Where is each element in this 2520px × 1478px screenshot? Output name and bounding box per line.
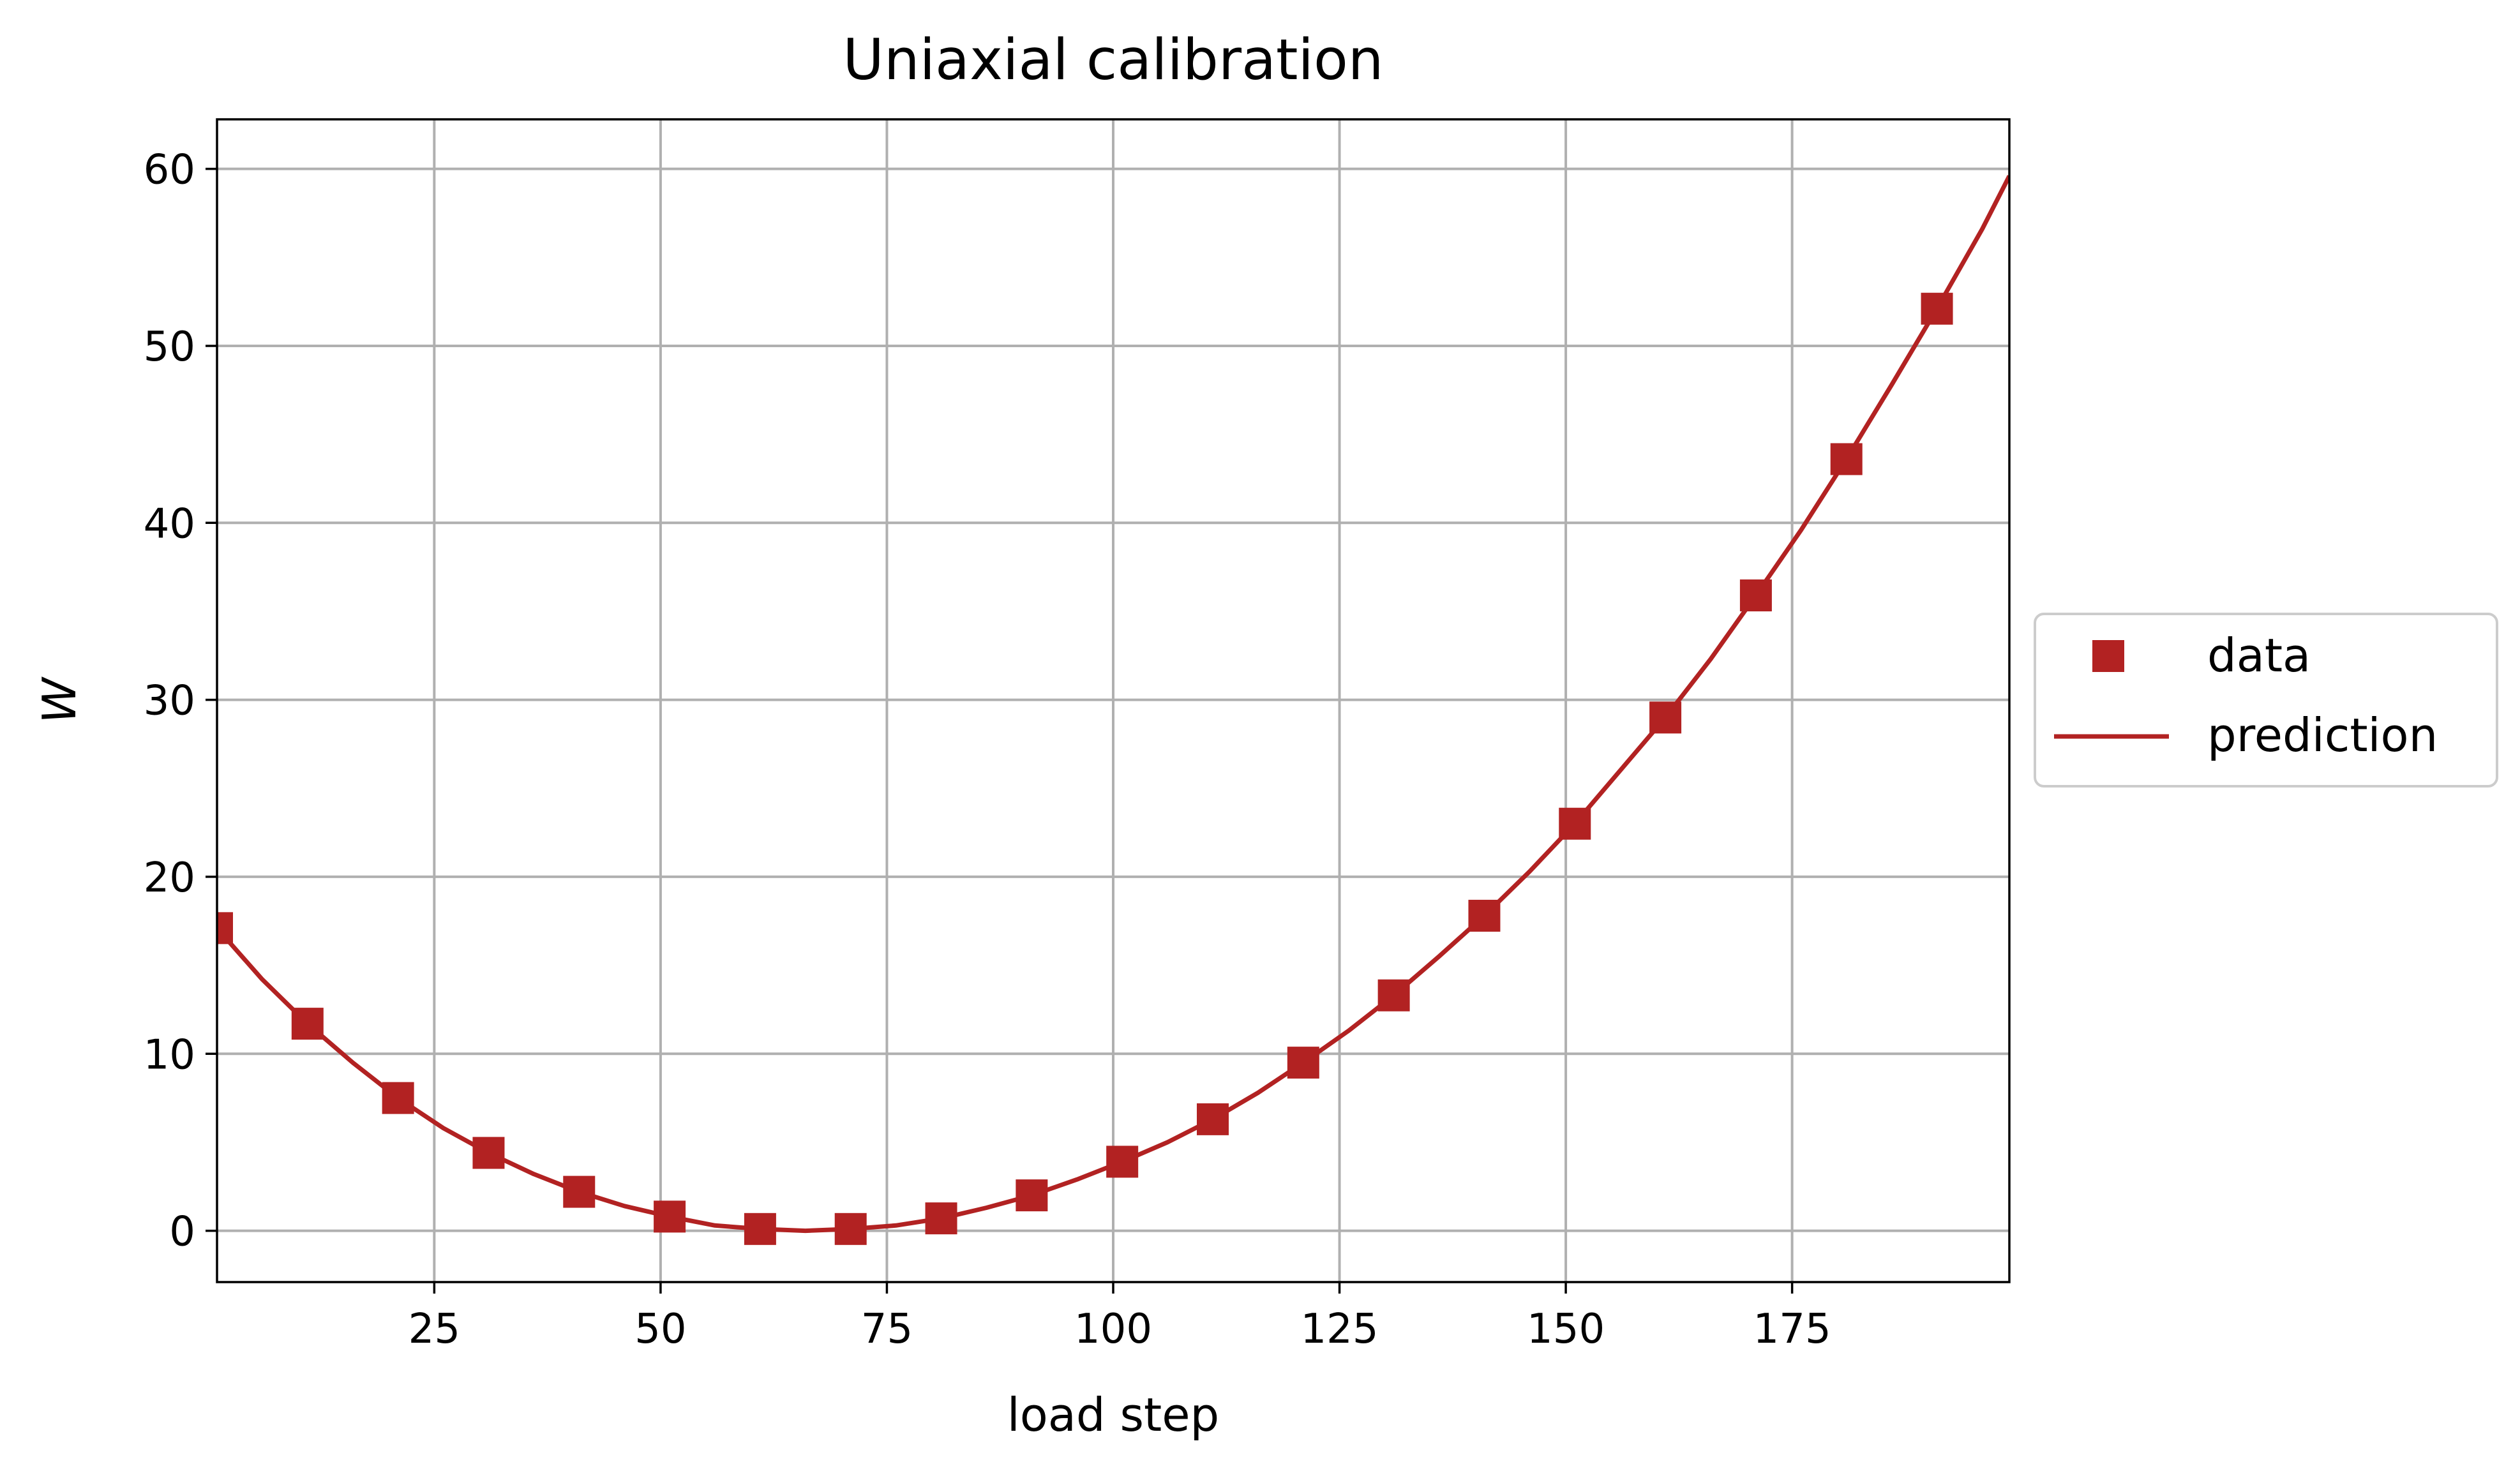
y-tick-label: 20 xyxy=(144,855,195,902)
legend-prediction-label: prediction xyxy=(2207,708,2438,762)
data-point xyxy=(382,1082,414,1114)
y-axis-label: W xyxy=(33,676,86,724)
x-tick-label: 125 xyxy=(1300,1306,1378,1353)
x-tick-label: 175 xyxy=(1753,1306,1831,1353)
data-point xyxy=(472,1137,505,1169)
legend-data-marker xyxy=(2092,640,2124,672)
data-point xyxy=(563,1176,596,1208)
y-tick-label: 30 xyxy=(144,678,195,725)
data-point xyxy=(834,1213,867,1245)
data-point xyxy=(744,1213,776,1245)
y-tick-label: 60 xyxy=(144,147,195,194)
data-point xyxy=(1468,899,1501,932)
x-tick-label: 75 xyxy=(861,1306,913,1353)
grid-layer xyxy=(217,119,2009,1282)
data-point xyxy=(1287,1047,1319,1079)
x-tick-label: 100 xyxy=(1074,1306,1152,1353)
x-axis-label: load step xyxy=(1007,1388,1220,1442)
data-point xyxy=(925,1202,957,1235)
y-tick-label: 10 xyxy=(144,1031,195,1079)
data-point xyxy=(291,1008,324,1040)
x-tick-label: 50 xyxy=(634,1306,686,1353)
data-point xyxy=(1559,807,1591,840)
data-point xyxy=(1106,1146,1139,1178)
tick-layer: 25 50 75 100 125 150 175 0 10 20 30 40 50 60 xyxy=(144,147,1831,1353)
data-point xyxy=(1016,1179,1048,1212)
chart-title: Uniaxial calibration xyxy=(843,27,1383,93)
data-point xyxy=(654,1200,686,1233)
series-layer xyxy=(217,175,2009,1245)
data-point xyxy=(1739,579,1772,611)
data-point xyxy=(1830,443,1863,475)
legend-data-label: data xyxy=(2207,629,2311,682)
legend: data prediction xyxy=(2034,613,2498,788)
data-point xyxy=(1197,1103,1229,1135)
legend-box xyxy=(2034,613,2498,788)
y-tick-label: 0 xyxy=(169,1209,195,1256)
data-point xyxy=(1921,292,1953,325)
y-tick-label: 40 xyxy=(144,500,195,548)
y-tick-label: 50 xyxy=(144,324,195,371)
x-tick-label: 25 xyxy=(409,1306,460,1353)
x-tick-label: 150 xyxy=(1527,1306,1605,1353)
data-point xyxy=(1377,979,1410,1011)
data-point xyxy=(217,912,233,944)
data-point xyxy=(1649,701,1682,734)
